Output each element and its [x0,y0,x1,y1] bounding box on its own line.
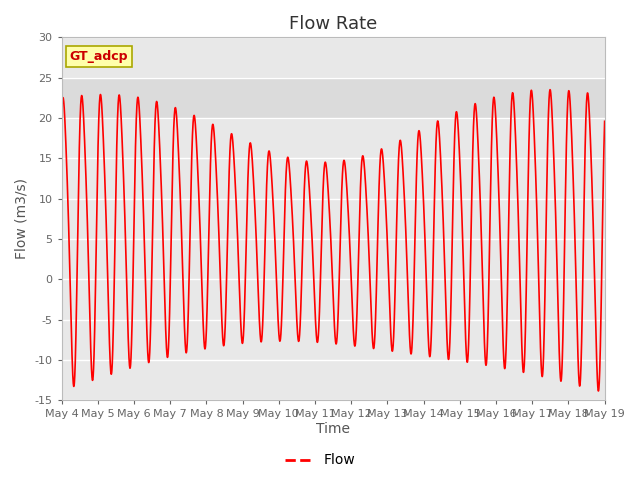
Title: Flow Rate: Flow Rate [289,15,377,33]
Legend: Flow: Flow [279,448,361,473]
Bar [61,78,605,118]
Text: GT_adcp: GT_adcp [70,50,128,63]
Y-axis label: Flow (m3/s): Flow (m3/s) [15,179,29,259]
X-axis label: Time: Time [316,422,350,436]
